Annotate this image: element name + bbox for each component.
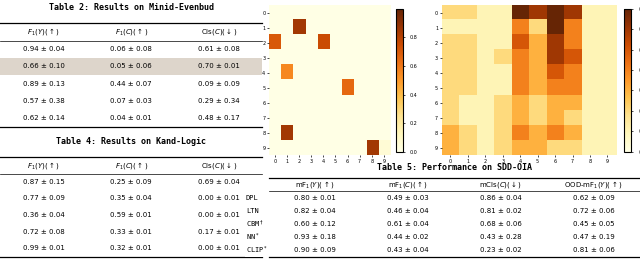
- Text: Table 2: Results on Minid-Evenbud: Table 2: Results on Minid-Evenbud: [49, 3, 214, 12]
- Text: Table 4: Results on Kand-Logic: Table 4: Results on Kand-Logic: [56, 137, 206, 146]
- Text: Table 5: Performance on SDD-OIA: Table 5: Performance on SDD-OIA: [377, 163, 532, 171]
